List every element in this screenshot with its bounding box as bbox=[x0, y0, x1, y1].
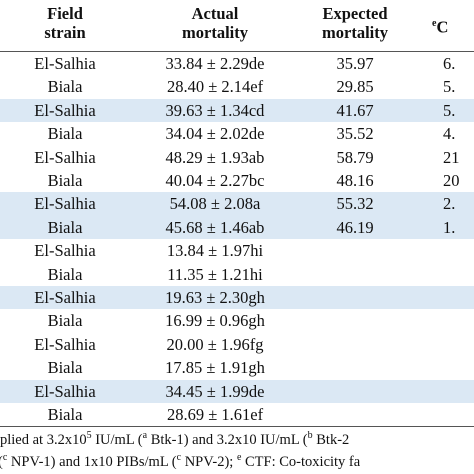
table-cell: 33.84 ± 2.29de bbox=[165, 54, 265, 73]
table-cell: Biala bbox=[47, 264, 83, 284]
table-cell: 48.29 ± 1.93ab bbox=[165, 147, 265, 167]
table-cell: 45.68 ± 1.46ab bbox=[165, 217, 265, 237]
table-cell: 13.84 ± 1.97hi bbox=[166, 241, 264, 261]
table-cell: 34.45 ± 1.99de bbox=[165, 381, 265, 401]
table-row: El-Salhia 33.84 ± 2.29de 35.97 6. bbox=[0, 52, 474, 75]
header-text: C bbox=[436, 17, 449, 37]
table-cell: 2. bbox=[443, 194, 456, 214]
footnote-text: Btk-1) and 3.2x10 IU/mL ( bbox=[147, 431, 308, 448]
footnote-text: IU/mL ( bbox=[91, 431, 143, 448]
table-cell: El-Salhia bbox=[34, 100, 96, 120]
table-cell: 5. bbox=[443, 100, 456, 120]
table-cell: 46.19 bbox=[336, 217, 374, 237]
footnote-2: (c NPV-1) and 1x10 PIBs/mL (c NPV-2); e … bbox=[0, 452, 360, 471]
column-header: eC bbox=[432, 0, 474, 64]
table-row: Biala 45.68 ± 1.46ab 46.19 1. bbox=[0, 215, 474, 240]
header-text: strain bbox=[44, 23, 86, 42]
bottom-rule bbox=[0, 426, 474, 427]
table-cell: 28.69 ± 1.61ef bbox=[166, 405, 264, 424]
footnote-text: NPV-2); bbox=[181, 453, 237, 470]
column-header: Actual mortality bbox=[140, 0, 290, 54]
table-row: El-Salhia 48.29 ± 1.93ab 58.79 21 bbox=[0, 146, 474, 169]
table-cell: El-Salhia bbox=[34, 241, 96, 261]
footnote-sup: e bbox=[236, 452, 242, 463]
table-row: El-Salhia 13.84 ± 1.97hi bbox=[0, 239, 474, 262]
table-cell: 20.00 ± 1.96fg bbox=[166, 334, 264, 354]
header-sup: e bbox=[432, 18, 437, 29]
footnote-1: plied at 3.2x105 IU/mL (a Btk-1) and 3.2… bbox=[0, 430, 349, 449]
footnote-sup: b bbox=[307, 430, 313, 441]
table-cell: 4. bbox=[443, 124, 456, 144]
table-row: El-Salhia 34.45 ± 1.99de bbox=[0, 379, 474, 403]
footnote-text: NPV-1) and 1x10 PIBs/mL ( bbox=[7, 453, 177, 470]
table-cell: 29.85 bbox=[336, 77, 374, 97]
table-cell: 11.35 ± 1.21hi bbox=[167, 264, 263, 284]
table-cell: Biala bbox=[47, 171, 83, 190]
table-cell: El-Salhia bbox=[34, 288, 96, 307]
footnote-sup: a bbox=[142, 430, 148, 441]
table-cell: 40.04 ± 2.27bc bbox=[165, 171, 265, 190]
column-header: Expected mortality bbox=[290, 0, 420, 54]
table-row: Biala 40.04 ± 2.27bc 48.16 20 bbox=[0, 169, 474, 192]
table-cell: Biala bbox=[47, 358, 83, 378]
table-row: Biala 28.69 ± 1.61ef bbox=[0, 403, 474, 426]
table-cell: 16.99 ± 0.96gh bbox=[165, 311, 265, 331]
table-row: El-Salhia 39.63 ± 1.34cd 41.67 5. bbox=[0, 98, 474, 123]
table-row: Biala 11.35 ± 1.21hi bbox=[0, 263, 474, 286]
header-text: mortality bbox=[322, 23, 388, 42]
table-cell: 54.08 ± 2.08a bbox=[169, 194, 261, 214]
header-text: mortality bbox=[182, 23, 248, 42]
table-cell: 48.16 bbox=[336, 171, 374, 190]
table-cell: 34.04 ± 2.02de bbox=[165, 124, 265, 144]
table-cell: 6. bbox=[443, 54, 456, 73]
table-cell: El-Salhia bbox=[34, 334, 96, 354]
table-row: El-Salhia 20.00 ± 1.96fg bbox=[0, 333, 474, 356]
column-header: Field strain bbox=[0, 0, 130, 54]
table-cell: El-Salhia bbox=[34, 194, 96, 214]
table-cell: 55.32 bbox=[336, 194, 374, 214]
table-cell: 5. bbox=[443, 77, 456, 97]
table-cell: El-Salhia bbox=[34, 381, 96, 401]
table-row: Biala 17.85 ± 1.91gh bbox=[0, 356, 474, 379]
table-cell: Biala bbox=[47, 77, 83, 97]
table-cell: 21 bbox=[443, 147, 460, 167]
table-cell: 39.63 ± 1.34cd bbox=[165, 100, 265, 120]
table-cell: 1. bbox=[443, 217, 456, 237]
footnote-sup: c bbox=[2, 452, 8, 463]
footnote-sup: c bbox=[176, 452, 182, 463]
table-cell: El-Salhia bbox=[34, 147, 96, 167]
table-cell: 19.63 ± 2.30gh bbox=[165, 288, 265, 307]
header-text: Actual bbox=[191, 4, 239, 23]
table-cell: Biala bbox=[47, 217, 83, 237]
header-text: Field bbox=[47, 4, 83, 23]
footnote-text: Btk-2 bbox=[312, 431, 350, 448]
footnote-text: ( bbox=[0, 454, 3, 470]
table-cell: 20 bbox=[443, 171, 460, 190]
table-row: Biala 34.04 ± 2.02de 35.52 4. bbox=[0, 122, 474, 145]
table-row: El-Salhia 19.63 ± 2.30gh bbox=[0, 286, 474, 310]
table-row: Biala 16.99 ± 0.96gh bbox=[0, 309, 474, 332]
footnote-text: CTF: Co-toxicity fa bbox=[241, 453, 361, 470]
table-cell: 17.85 ± 1.91gh bbox=[165, 358, 265, 378]
table-cell: Biala bbox=[47, 124, 83, 144]
table-cell: El-Salhia bbox=[34, 54, 96, 73]
table-cell: 35.52 bbox=[336, 124, 374, 144]
header-rule bbox=[0, 51, 474, 52]
table-cell: 41.67 bbox=[336, 100, 374, 120]
table-row: Biala 28.40 ± 2.14ef 29.85 5. bbox=[0, 75, 474, 98]
table-cell: 58.79 bbox=[336, 147, 374, 167]
table-cell: Biala bbox=[47, 311, 83, 331]
table-cell: Biala bbox=[47, 405, 83, 424]
table-cell: 35.97 bbox=[336, 54, 374, 73]
table-cell: 28.40 ± 2.14ef bbox=[166, 77, 264, 97]
table-row: El-Salhia 54.08 ± 2.08a 55.32 2. bbox=[0, 192, 474, 216]
footnote-sup: 5 bbox=[86, 430, 92, 441]
footnote-text: plied at 3.2x10 bbox=[0, 431, 87, 448]
header-text: Expected bbox=[322, 4, 388, 23]
